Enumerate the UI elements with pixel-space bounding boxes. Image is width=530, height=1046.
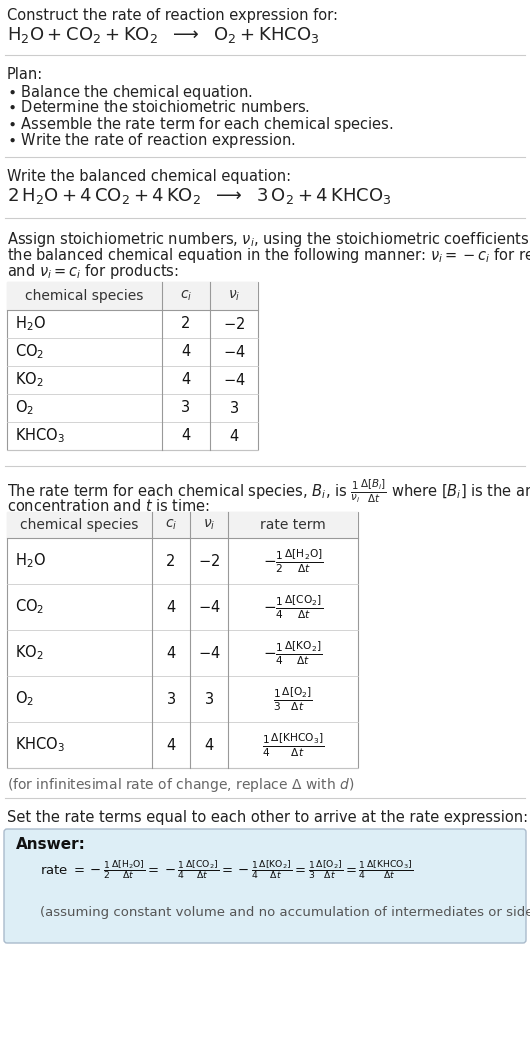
Text: concentration and $t$ is time:: concentration and $t$ is time: [7,498,210,514]
Text: $\mathregular{CO_2}$: $\mathregular{CO_2}$ [15,597,45,616]
Text: 4: 4 [181,344,191,360]
Text: 4: 4 [181,372,191,387]
Text: $4$: $4$ [204,737,214,753]
Text: Plan:: Plan: [7,67,43,82]
Text: chemical species: chemical species [20,518,139,532]
Text: 4: 4 [181,429,191,444]
Text: 2: 2 [181,317,191,332]
Text: Construct the rate of reaction expression for:: Construct the rate of reaction expressio… [7,8,338,23]
Text: $\mathregular{KO_2}$: $\mathregular{KO_2}$ [15,643,43,662]
Text: $\bullet$ Determine the stoichiometric numbers.: $\bullet$ Determine the stoichiometric n… [7,99,310,115]
Text: $4$: $4$ [229,428,239,444]
Text: Write the balanced chemical equation:: Write the balanced chemical equation: [7,169,291,184]
Text: $\nu_i$: $\nu_i$ [203,518,215,532]
Text: $-4$: $-4$ [223,372,245,388]
Text: 2: 2 [166,553,175,568]
Bar [7,511,358,538]
Bar [7,282,258,310]
Text: $-\frac{1}{4}\frac{\Delta[\mathregular{KO_2}]}{\Delta t}$: $-\frac{1}{4}\frac{\Delta[\mathregular{K… [263,639,323,667]
Text: $-4$: $-4$ [223,344,245,360]
Text: $\nu_i$: $\nu_i$ [228,289,240,303]
Text: $-4$: $-4$ [198,599,220,615]
Text: $-\frac{1}{4}\frac{\Delta[\mathregular{CO_2}]}{\Delta t}$: $-\frac{1}{4}\frac{\Delta[\mathregular{C… [263,593,323,621]
Text: $\mathregular{KHCO_3}$: $\mathregular{KHCO_3}$ [15,735,65,754]
Text: $\bullet$ Balance the chemical equation.: $\bullet$ Balance the chemical equation. [7,83,252,103]
Text: chemical species: chemical species [25,289,144,303]
Bar [7,511,358,768]
Text: Assign stoichiometric numbers, $\nu_i$, using the stoichiometric coefficients, $: Assign stoichiometric numbers, $\nu_i$, … [7,230,530,249]
Text: $\mathregular{O_2}$: $\mathregular{O_2}$ [15,689,34,708]
Text: The rate term for each chemical species, $B_i$, is $\frac{1}{\nu_i}\frac{\Delta[: The rate term for each chemical species,… [7,478,530,505]
Text: Answer:: Answer: [16,837,86,852]
Text: 3: 3 [181,401,191,415]
Text: $\mathregular{O_2}$: $\mathregular{O_2}$ [15,399,34,417]
Text: rate $= -\frac{1}{2}\frac{\Delta[\mathregular{H_2O}]}{\Delta t} = -\frac{1}{4}\f: rate $= -\frac{1}{2}\frac{\Delta[\mathre… [40,858,413,881]
Text: 4: 4 [166,737,175,752]
Text: $\mathregular{KO_2}$: $\mathregular{KO_2}$ [15,370,43,389]
Text: $\mathregular{H_2O + CO_2 + KO_2}$  $\longrightarrow$  $\mathregular{O_2 + KHCO_: $\mathregular{H_2O + CO_2 + KO_2}$ $\lon… [7,25,320,45]
Bar [7,282,258,450]
Text: 3: 3 [166,691,175,706]
Text: $-2$: $-2$ [223,316,245,332]
Text: 4: 4 [166,599,175,614]
Text: $\mathregular{H_2O}$: $\mathregular{H_2O}$ [15,315,46,334]
Text: (assuming constant volume and no accumulation of intermediates or side products): (assuming constant volume and no accumul… [40,906,530,919]
Text: $\mathregular{H_2O}$: $\mathregular{H_2O}$ [15,551,46,570]
Text: (for infinitesimal rate of change, replace $\Delta$ with $d$): (for infinitesimal rate of change, repla… [7,776,354,794]
Text: $3$: $3$ [204,691,214,707]
Text: $\frac{1}{4}\frac{\Delta[\mathregular{KHCO_3}]}{\Delta t}$: $\frac{1}{4}\frac{\Delta[\mathregular{KH… [262,731,324,758]
Text: $\bullet$ Assemble the rate term for each chemical species.: $\bullet$ Assemble the rate term for eac… [7,115,394,134]
Text: rate term: rate term [260,518,326,532]
Text: $-2$: $-2$ [198,553,220,569]
Text: $\mathregular{CO_2}$: $\mathregular{CO_2}$ [15,343,45,361]
Text: $3$: $3$ [229,400,239,416]
Text: $\bullet$ Write the rate of reaction expression.: $\bullet$ Write the rate of reaction exp… [7,131,296,150]
Text: $c_i$: $c_i$ [165,518,177,532]
FancyBboxPatch shape [4,829,526,943]
Text: $\mathregular{2\,H_2O + 4\,CO_2 + 4\,KO_2}$  $\longrightarrow$  $\mathregular{3\: $\mathregular{2\,H_2O + 4\,CO_2 + 4\,KO_… [7,186,392,206]
Text: $-\frac{1}{2}\frac{\Delta[\mathregular{H_2O}]}{\Delta t}$: $-\frac{1}{2}\frac{\Delta[\mathregular{H… [263,547,323,575]
Text: the balanced chemical equation in the following manner: $\nu_i = -c_i$ for react: the balanced chemical equation in the fo… [7,246,530,265]
Text: 4: 4 [166,645,175,660]
Text: and $\nu_i = c_i$ for products:: and $\nu_i = c_i$ for products: [7,262,179,281]
Text: $\frac{1}{3}\frac{\Delta[\mathregular{O_2}]}{\Delta t}$: $\frac{1}{3}\frac{\Delta[\mathregular{O_… [273,685,313,712]
Text: Set the rate terms equal to each other to arrive at the rate expression:: Set the rate terms equal to each other t… [7,810,528,825]
Text: $-4$: $-4$ [198,645,220,661]
Text: $\mathregular{KHCO_3}$: $\mathregular{KHCO_3}$ [15,427,65,446]
Text: $c_i$: $c_i$ [180,289,192,303]
